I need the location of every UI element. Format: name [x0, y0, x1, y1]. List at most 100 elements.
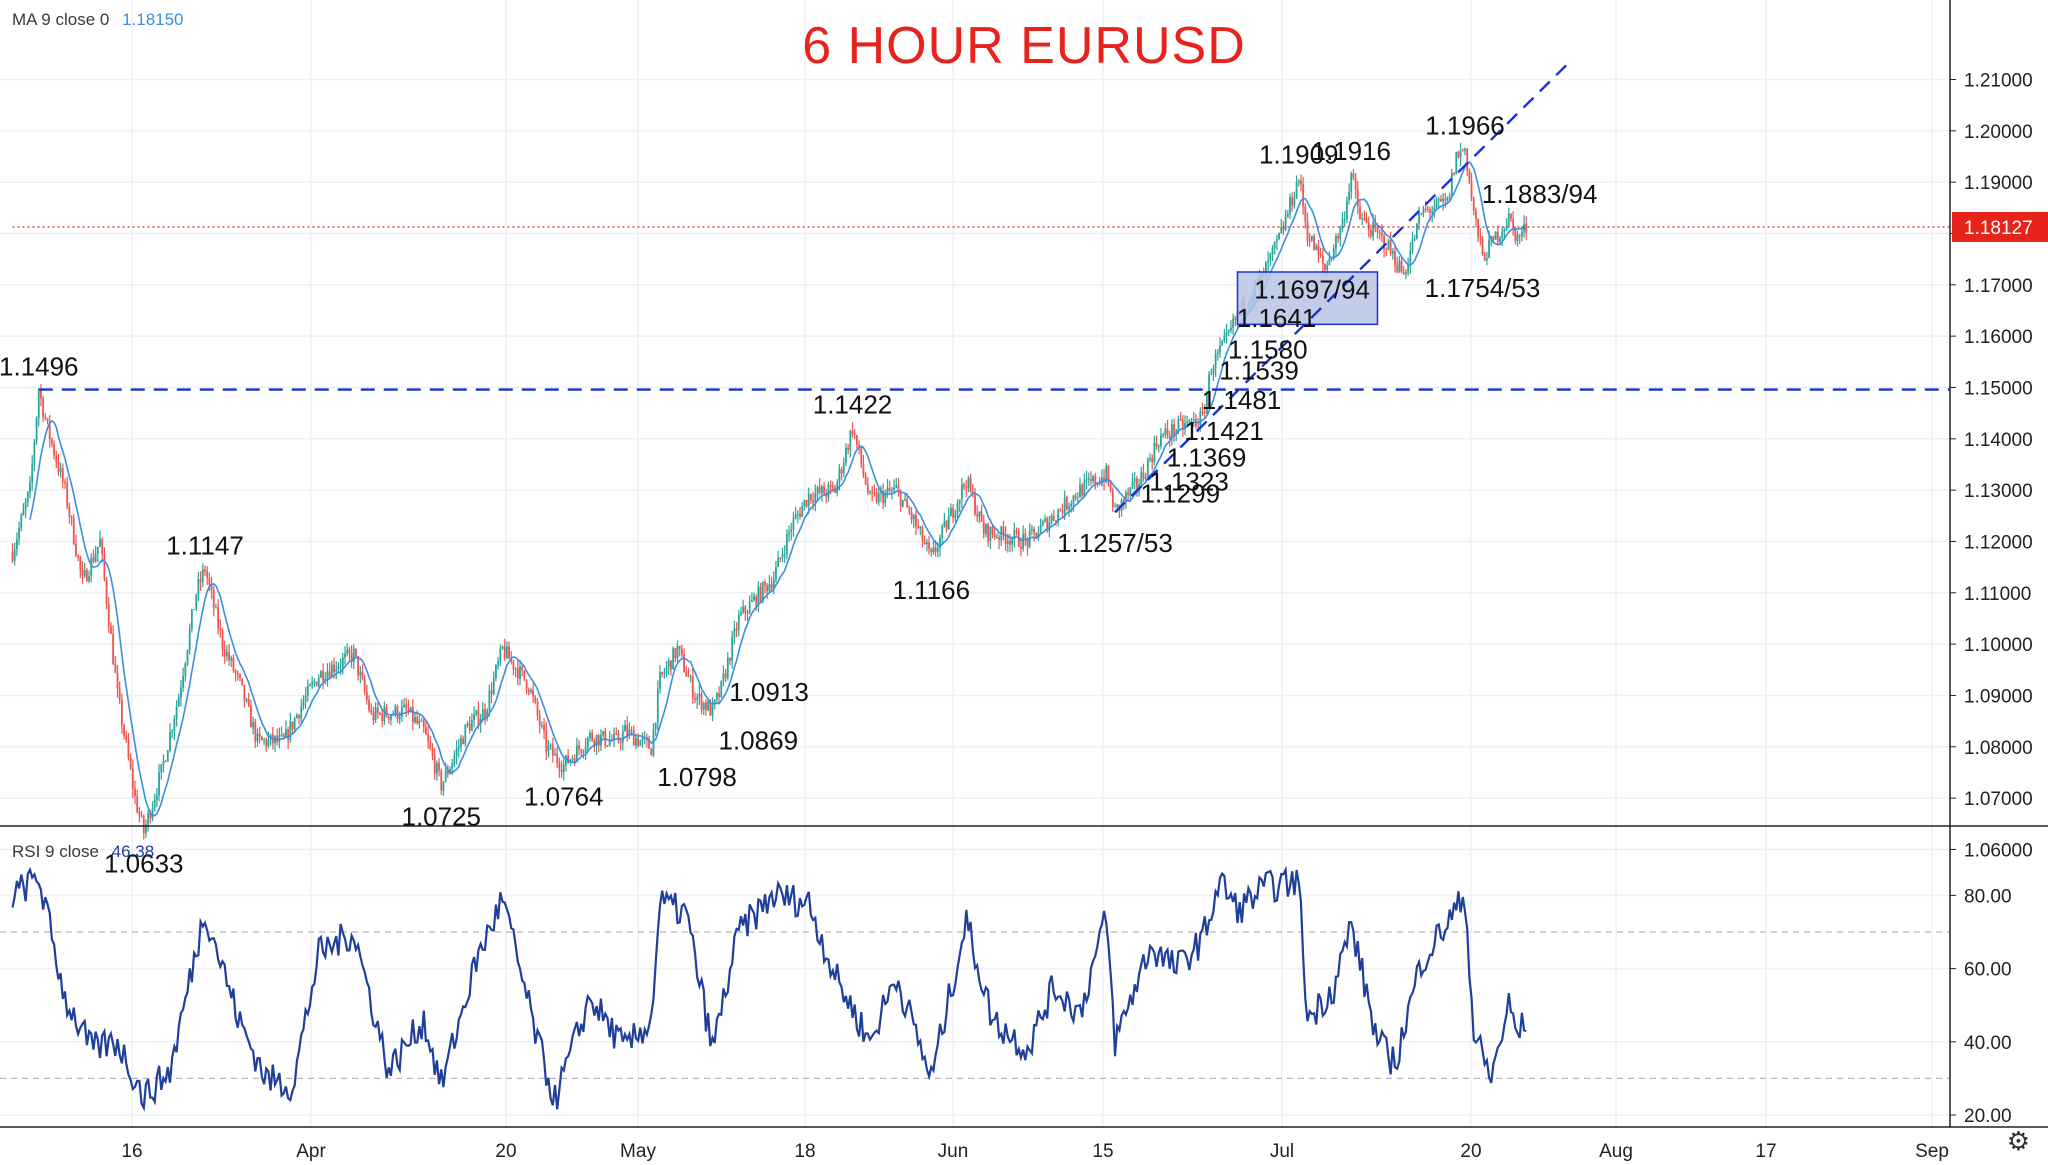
- candle-body: [204, 569, 206, 572]
- candle-body: [116, 672, 119, 689]
- candle-body: [790, 529, 793, 532]
- candle-body: [407, 708, 410, 712]
- candle-body: [107, 604, 110, 627]
- candle-body: [64, 482, 66, 484]
- candle-body: [1105, 466, 1108, 482]
- candle-body: [680, 648, 683, 655]
- candle-body: [94, 554, 97, 562]
- candle-body: [1400, 260, 1403, 273]
- candle-body: [414, 717, 416, 723]
- candle-body: [630, 729, 633, 731]
- candle-body: [1488, 239, 1490, 259]
- candle-body: [805, 500, 808, 507]
- candle-body: [164, 761, 167, 763]
- candle-body: [1350, 173, 1353, 192]
- candle-body: [201, 569, 204, 582]
- candle-body: [232, 657, 235, 671]
- candle-body: [1385, 249, 1388, 251]
- candle-body: [807, 494, 810, 507]
- candle-body: [945, 521, 948, 530]
- candle-body: [1339, 228, 1342, 239]
- candle-body: [597, 735, 600, 746]
- candle-body: [1457, 152, 1460, 158]
- candle-body: [173, 719, 176, 731]
- price-annotation-label: 1.1147: [166, 531, 244, 561]
- price-annotation-label: 1.0725: [401, 801, 481, 831]
- candle-body: [1111, 490, 1114, 508]
- candle-body: [1280, 227, 1283, 233]
- settings-gear-icon[interactable]: ⚙: [2006, 1127, 2030, 1157]
- candle-body: [280, 734, 283, 736]
- candle-body: [1453, 173, 1455, 175]
- candle-body: [376, 707, 379, 714]
- candle-body: [1061, 510, 1064, 514]
- candle-body: [92, 557, 95, 562]
- candle-body: [670, 660, 672, 670]
- candle-body: [1127, 492, 1130, 496]
- candle-body: [829, 484, 832, 486]
- candle-body: [985, 524, 987, 535]
- candle-body: [79, 557, 82, 570]
- candle-body: [1440, 199, 1442, 202]
- candle-body: [1433, 207, 1436, 212]
- candle-body: [869, 491, 871, 493]
- candle-body: [1030, 528, 1033, 531]
- candle-body: [908, 507, 911, 513]
- candle-body: [818, 487, 821, 493]
- price-annotation-label: 1.1641: [1237, 303, 1317, 333]
- candle-body: [1293, 198, 1296, 206]
- candle-body: [278, 735, 281, 742]
- candle-body: [998, 537, 1000, 541]
- candle-body: [825, 493, 828, 497]
- candle-body: [595, 735, 598, 747]
- candle-body: [582, 751, 585, 753]
- candle-body: [1041, 521, 1044, 526]
- candle-body: [112, 633, 115, 664]
- candle-body: [33, 442, 36, 464]
- candle-body: [1039, 525, 1042, 533]
- candle-body: [1162, 434, 1165, 436]
- candle-body: [718, 693, 720, 697]
- candle-body: [1372, 222, 1375, 237]
- candle-body: [1418, 213, 1420, 224]
- candle-body: [355, 648, 357, 657]
- candle-body: [1326, 265, 1329, 270]
- candle-body: [615, 733, 618, 735]
- candle-body: [1186, 421, 1189, 424]
- candle-body: [562, 764, 565, 772]
- candle-body: [48, 421, 51, 440]
- candle-body: [188, 628, 191, 651]
- candle-body: [335, 669, 338, 672]
- candle-body: [1201, 411, 1204, 413]
- candle-body: [1175, 430, 1178, 435]
- candle-body: [1291, 197, 1294, 206]
- rsi-axis-tick-label: 40.00: [1964, 1033, 2012, 1054]
- candle-body: [85, 570, 88, 582]
- candle-body: [915, 515, 917, 527]
- candle-body: [1315, 245, 1318, 251]
- candle-body: [1343, 219, 1346, 221]
- candle-body: [151, 807, 154, 819]
- candle-body: [1022, 533, 1025, 549]
- candle-body: [1286, 213, 1289, 217]
- candle-body: [901, 499, 904, 507]
- candle-body: [1363, 218, 1366, 220]
- candle-body: [422, 720, 425, 728]
- candle-body: [155, 795, 158, 800]
- price-annotation-label: 1.1166: [892, 575, 970, 605]
- candle-body: [250, 705, 252, 728]
- candle-body: [663, 672, 666, 675]
- candle-body: [1466, 148, 1469, 171]
- candle-body: [1006, 540, 1009, 544]
- candle-body: [160, 764, 163, 773]
- candle-body: [1011, 539, 1014, 545]
- candle-body: [1208, 374, 1210, 394]
- candle-body: [492, 677, 495, 694]
- rsi-legend: RSI 9 close 46.38: [12, 842, 154, 862]
- candle-body: [676, 646, 679, 659]
- candle-body: [372, 712, 375, 721]
- candle-body: [558, 762, 561, 770]
- candle-body: [1026, 538, 1029, 547]
- candle-body: [486, 710, 489, 718]
- candle-body: [1090, 478, 1092, 482]
